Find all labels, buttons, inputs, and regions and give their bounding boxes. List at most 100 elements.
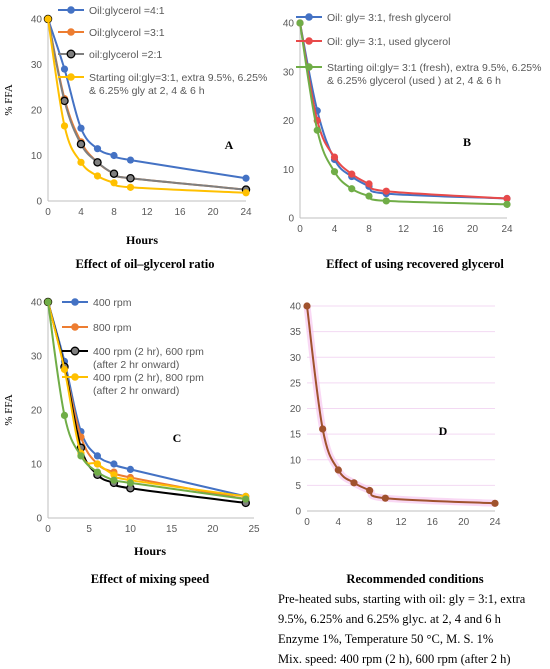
panel-a-data-point xyxy=(60,96,69,106)
note-line: Enzyme 1%, Temperature 50 °C, M. S. 1% xyxy=(278,632,494,646)
panel-a-series-line xyxy=(47,18,247,191)
legend-c-item-text: (after 2 hr onward) xyxy=(93,385,179,397)
panel-d-data-point xyxy=(334,466,342,474)
panel-c-y-tick-label: 40 xyxy=(31,298,43,309)
panel-d-y-tick-label: 35 xyxy=(290,327,302,338)
panel-c-data-point xyxy=(93,452,102,460)
panel-a-data-point xyxy=(110,179,118,187)
panel-a-data-point xyxy=(76,139,86,149)
panel-d-label: D xyxy=(439,424,448,438)
legend-b-item-swatch-marker xyxy=(305,13,313,21)
panel-a-chart: 0 4 8 12 16 20 24 0 10 20 30 40 % FFA Hours A xyxy=(3,15,252,248)
panel-c-data-point xyxy=(110,460,118,468)
legend-c-item-swatch-marker xyxy=(71,298,79,306)
panel-c-ylabel: % FFA xyxy=(3,394,15,425)
panel-d-y-tick-label: 10 xyxy=(290,455,302,466)
panel-b-x-tick-label: 0 xyxy=(297,224,303,235)
panel-c-y-tick-label: 10 xyxy=(31,460,43,471)
note-line: Pre-heated subs, starting with oil: gly … xyxy=(278,592,526,606)
panel-a-data-point xyxy=(242,189,250,197)
panel-c-series-line xyxy=(47,301,246,501)
panel-d-y-tick-label: 20 xyxy=(290,404,302,415)
legend-a-item-text: & 6.25% gly at 2, 4 & 6 h xyxy=(89,85,205,97)
panel-a-series-line xyxy=(47,18,247,191)
panel-d-y-tick-label: 0 xyxy=(295,507,301,518)
panel-b-x-tick-label: 24 xyxy=(501,224,513,235)
panel-d-data-point xyxy=(366,486,374,495)
panel-c-data-point xyxy=(60,365,69,374)
panel-c-data-point xyxy=(242,495,250,503)
panel-a-y-tick-label: 0 xyxy=(36,197,42,208)
legend-b-item-text: Oil: gly= 3:1, used glycerol xyxy=(327,36,450,48)
panel-a-y-tick-label: 40 xyxy=(31,15,43,26)
panel-a-data-point xyxy=(77,158,85,166)
legend-c-item-swatch-marker xyxy=(71,323,79,331)
legend-a-item-swatch-marker xyxy=(67,6,75,14)
panel-d-x-tick-label: 0 xyxy=(304,517,310,528)
panel-a-x-tick-label: 12 xyxy=(141,207,153,218)
panel-b-legend: Oil: gly= 3:1, fresh glycerol Oil: gly= 3… xyxy=(296,12,541,87)
panel-d-data-point xyxy=(303,302,311,310)
legend-a-item-text: oil:glycerol =2:1 xyxy=(89,49,162,61)
panel-c-data-point xyxy=(77,452,85,460)
panel-b-x-tick-label: 20 xyxy=(467,224,479,235)
panel-d-caption: Recommended conditions xyxy=(346,572,484,586)
panel-a-x-tick-label: 20 xyxy=(207,207,219,218)
panel-a-y-tick-label: 30 xyxy=(31,60,43,71)
panel-c-xlabel: Hours xyxy=(134,544,166,558)
legend-a-item-swatch-marker xyxy=(66,49,76,59)
panel-c-data-point xyxy=(110,471,118,479)
panel-c-data-point xyxy=(93,460,102,468)
panel-d-x-tick-label: 8 xyxy=(367,517,373,528)
panel-d-x-tick-label: 20 xyxy=(458,517,470,528)
legend-b-item-swatch-marker xyxy=(305,63,313,71)
panel-c-data-point xyxy=(60,411,69,419)
panel-c-data-point xyxy=(126,479,134,487)
panel-c-series-line xyxy=(47,301,246,501)
recommended-conditions-notes: Pre-heated subs, starting with oil: gly … xyxy=(278,589,548,669)
panel-b-y-tick-label: 10 xyxy=(283,165,295,176)
panel-c-label: C xyxy=(173,431,182,445)
panel-d-chart: 0 4 8 12 16 20 24 0 5 10 15 20 25 30 35 40 D xyxy=(290,302,501,529)
panel-a-series-line xyxy=(47,18,247,180)
legend-b-item-text: Oil: gly= 3:1, fresh glycerol xyxy=(327,12,451,24)
panel-c-data-point xyxy=(44,298,52,306)
panel-b-y-tick-label: 40 xyxy=(283,19,295,30)
panel-d-y-tick-label: 40 xyxy=(290,302,302,313)
panel-a-data-point xyxy=(93,145,102,153)
legend-c-item-swatch-marker xyxy=(71,373,79,381)
panel-b-x-tick-label: 8 xyxy=(366,224,372,235)
panel-b-data-point xyxy=(503,194,511,203)
panel-a-y-tick-label: 20 xyxy=(31,106,43,117)
legend-a-item-text: Starting oil:gly=3:1, extra 9.5%, 6.25% xyxy=(89,72,267,84)
panel-b-data-point xyxy=(382,187,390,195)
panel-d-data-point xyxy=(350,479,358,487)
panel-a-data-point xyxy=(242,174,250,182)
legend-c-item-text: (after 2 hr onward) xyxy=(93,359,179,371)
panel-a-x-tick-label: 8 xyxy=(111,207,117,218)
panel-a-x-tick-label: 4 xyxy=(78,207,84,218)
panel-a-data-point xyxy=(93,172,102,180)
legend-b-item-text: & 6.25% glycerol (used ) at 2, 4 & 6 h xyxy=(327,75,501,87)
panel-c-y-tick-label: 0 xyxy=(36,514,42,525)
panel-c-data-point xyxy=(110,476,118,484)
panel-c-x-tick-label: 0 xyxy=(45,524,51,535)
panel-b-data-point xyxy=(296,19,304,27)
panel-d-series-glow xyxy=(303,302,499,507)
panel-c-y-tick-label: 30 xyxy=(31,352,43,363)
panel-a-data-point xyxy=(44,15,52,23)
panel-a-data-point xyxy=(77,124,85,132)
panel-b-x-tick-label: 16 xyxy=(432,224,444,235)
panel-b-data-point xyxy=(365,192,373,200)
panel-b-y-tick-label: 20 xyxy=(283,116,295,127)
legend-a-item-swatch-marker xyxy=(67,73,75,81)
panel-a-x-tick-label: 0 xyxy=(45,207,51,218)
panel-b-chart: 0 4 8 12 16 20 24 0 10 20 30 40 B xyxy=(283,19,513,236)
panel-a-data-point xyxy=(126,173,135,183)
panel-c-x-tick-label: 15 xyxy=(166,524,178,535)
panel-d-x-tick-label: 12 xyxy=(395,517,407,528)
panel-d-data-point xyxy=(491,499,499,507)
legend-c-item-text: 400 rpm (2 hr), 800 rpm xyxy=(93,372,204,384)
legend-c-item-swatch-marker xyxy=(70,346,80,356)
